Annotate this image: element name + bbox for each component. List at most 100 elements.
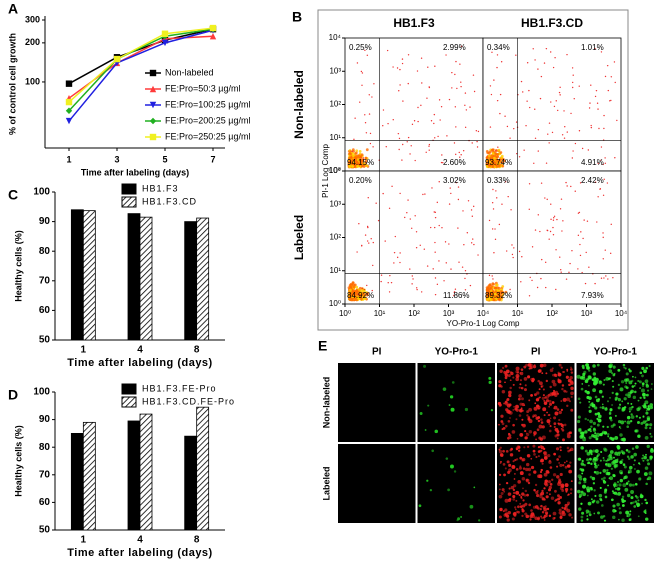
cell-spot bbox=[552, 382, 557, 387]
cell-spot bbox=[585, 363, 590, 367]
cell-spot bbox=[499, 369, 503, 373]
cell-spot bbox=[548, 422, 551, 425]
cell-spot bbox=[628, 513, 632, 516]
event-dot bbox=[467, 200, 470, 202]
cell-spot bbox=[532, 449, 536, 453]
cell-spot bbox=[612, 365, 616, 369]
cell-spot bbox=[633, 463, 635, 466]
cell-spot bbox=[490, 409, 494, 412]
event-dot bbox=[496, 54, 499, 56]
cell-spot bbox=[512, 460, 515, 463]
event-dot bbox=[579, 182, 582, 184]
event-dot bbox=[464, 270, 467, 272]
quadrant-percent: 0.20% bbox=[349, 176, 372, 185]
cell-spot bbox=[601, 504, 604, 507]
event-dot bbox=[445, 262, 447, 264]
event-dot bbox=[509, 137, 511, 139]
y-tick-label: 10⁰ bbox=[329, 299, 341, 308]
cell-spot bbox=[562, 397, 567, 402]
event-dot bbox=[547, 133, 549, 135]
event-dot bbox=[363, 288, 366, 291]
cell-spot bbox=[588, 409, 592, 413]
cell-spot bbox=[649, 455, 653, 459]
cell-spot bbox=[515, 377, 520, 382]
event-dot bbox=[472, 238, 474, 240]
cell-spot bbox=[559, 515, 563, 519]
cell-spot bbox=[612, 385, 615, 388]
event-dot bbox=[571, 157, 574, 159]
cell-spot bbox=[549, 417, 552, 420]
event-dot bbox=[359, 297, 363, 301]
quadrant-percent: 89.32% bbox=[485, 291, 512, 300]
cell-spot bbox=[520, 386, 524, 390]
cell-spot bbox=[614, 414, 617, 417]
event-dot bbox=[387, 122, 389, 125]
cell-spot bbox=[627, 402, 630, 405]
event-dot bbox=[548, 238, 550, 240]
event-dot bbox=[493, 156, 496, 160]
event-dot bbox=[603, 114, 605, 117]
cell-spot bbox=[586, 395, 590, 400]
cell-spot bbox=[585, 512, 588, 514]
cell-spot bbox=[512, 409, 515, 411]
cell-spot bbox=[504, 381, 506, 384]
event-dot bbox=[358, 159, 362, 163]
event-dot bbox=[485, 156, 489, 160]
cell-spot bbox=[590, 488, 593, 491]
cell-spot bbox=[509, 386, 512, 390]
cell-spot bbox=[586, 458, 590, 462]
event-dot bbox=[571, 250, 573, 252]
cell-spot bbox=[506, 518, 510, 522]
cell-spot bbox=[514, 506, 517, 509]
event-dot bbox=[428, 145, 430, 147]
micrograph bbox=[338, 363, 416, 442]
cell-spot bbox=[510, 485, 515, 490]
cell-spot bbox=[464, 407, 469, 412]
event-dot bbox=[600, 159, 602, 162]
event-dot bbox=[556, 218, 558, 221]
cell-spot bbox=[617, 491, 622, 496]
cell-spot bbox=[630, 413, 633, 416]
event-dot bbox=[613, 61, 616, 63]
event-dot bbox=[399, 84, 401, 86]
cell-spot bbox=[537, 407, 540, 410]
cell-spot bbox=[592, 482, 596, 485]
event-dot bbox=[387, 281, 389, 284]
cell-spot bbox=[601, 395, 604, 398]
event-dot bbox=[574, 190, 576, 192]
x-tick-label: 1 bbox=[81, 535, 87, 546]
cell-spot bbox=[630, 501, 633, 505]
cell-spot bbox=[626, 455, 630, 458]
event-dot bbox=[358, 149, 362, 153]
event-dot bbox=[511, 253, 514, 256]
cell-spot bbox=[501, 389, 506, 394]
cell-spot bbox=[640, 421, 644, 425]
event-dot bbox=[512, 256, 514, 259]
cell-spot bbox=[509, 449, 512, 452]
cell-spot bbox=[581, 434, 584, 438]
event-dot bbox=[416, 287, 418, 289]
cytometry-plot bbox=[482, 170, 622, 305]
event-dot bbox=[438, 260, 440, 262]
cell-spot bbox=[515, 447, 519, 451]
event-dot bbox=[497, 146, 499, 148]
cell-spot bbox=[500, 414, 504, 418]
cell-spot bbox=[593, 462, 597, 466]
cell-spot bbox=[501, 428, 504, 431]
cell-spot bbox=[526, 445, 530, 449]
cell-spot bbox=[564, 506, 568, 511]
event-dot bbox=[444, 241, 447, 243]
cell-spot bbox=[512, 494, 516, 499]
cell-spot bbox=[533, 434, 536, 437]
event-dot bbox=[396, 67, 399, 69]
marker bbox=[65, 80, 73, 87]
cell-spot bbox=[537, 507, 540, 510]
event-dot bbox=[351, 148, 355, 152]
event-dot bbox=[578, 130, 581, 132]
event-dot bbox=[464, 126, 467, 129]
event-dot bbox=[402, 100, 404, 102]
cell-spot bbox=[558, 422, 561, 426]
cell-spot bbox=[548, 493, 551, 496]
cell-spot bbox=[556, 437, 559, 440]
cell-spot bbox=[616, 502, 620, 507]
